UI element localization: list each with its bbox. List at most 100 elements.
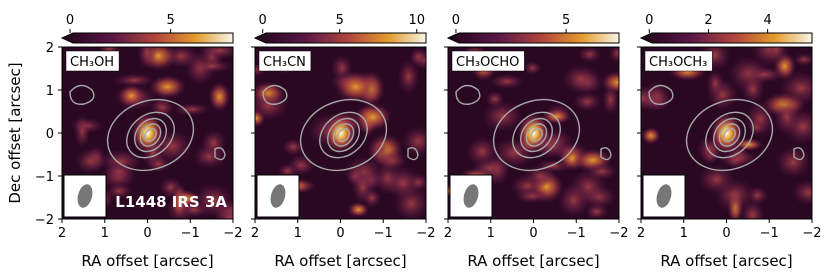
emission-blob [578,47,601,63]
contour [134,117,167,153]
emission-blob [75,148,106,174]
y-tick-label: 0 [46,127,54,142]
colorbar [446,32,620,44]
emission-blob [146,155,171,173]
colorbar-tick-label: 0 [259,13,267,28]
colorbar [60,32,234,44]
contour [648,84,805,161]
contour [685,98,774,172]
contour [512,111,561,159]
contour [139,123,162,147]
x-tick-label: −2 [609,226,628,241]
colorbar [639,32,813,44]
x-tick-label: 2 [58,226,66,241]
emission-blob [347,202,370,218]
emission-blob [602,84,619,115]
emission-blob [766,47,786,63]
colorbar-tick-label: 0 [66,13,74,28]
emission-blob [713,178,756,213]
colorbar-tick-label: 2 [704,13,712,28]
x-tick-label: 1 [294,226,302,241]
x-tick-label: −1 [760,226,779,241]
x-tick-label: 2 [637,226,645,241]
emission-blob [113,73,155,87]
emission-blob [137,47,157,70]
x-tick-label: −2 [802,226,821,241]
emission-blob [485,90,505,108]
contour [299,98,388,172]
emission-blob [585,162,618,181]
x-tick-label: 1 [487,226,495,241]
map [255,47,426,219]
contour [492,98,581,172]
emission-blob [281,138,305,156]
x-axis-label: RA offset [arcsec] [467,252,599,270]
emission-blob [557,182,591,218]
emission-blob [179,201,209,218]
source-label: L1448 IRS 3A [115,193,227,211]
x-tick-label: −1 [567,226,586,241]
emission-blob [773,99,800,135]
emission-blob [706,69,725,97]
emission-blob [402,125,426,157]
emission-blob [172,103,210,116]
colorbar-tick-label: 4 [763,13,771,28]
molecule-label: CH₃OCH₃ [649,55,707,70]
y-tick-label: 1 [46,84,54,99]
emission-blob [641,85,661,111]
beam [77,184,93,208]
emission-blob [192,59,232,74]
contour [337,127,350,143]
beam [463,184,479,208]
panel: CH₃OH L1448 IRS 3A 2 1 0 −1 −2 RA offset [arcse… [6,13,243,270]
emission-blob [118,84,145,107]
emission-blob [105,163,134,181]
y-axis-label: Dec offset [arcsec] [6,62,24,203]
y-tick-label: −2 [35,213,54,228]
emission-blob [608,47,619,64]
emission-blob [351,169,374,204]
colorbar-tick-label: 5 [562,13,570,28]
x-tick-label: 0 [722,226,730,241]
emission-blob [354,103,393,131]
x-tick-label: 0 [529,226,537,241]
contour [332,123,355,147]
y-tick-label: 2 [46,41,54,56]
emission-blob [748,119,765,135]
x-tick-label: 1 [101,226,109,241]
emission-blob [466,136,499,167]
contour [723,127,736,143]
emission-blob [208,81,231,112]
colorbar-tick-label: 5 [166,13,174,28]
contour [144,127,157,143]
x-tick-label: 0 [143,226,151,241]
y-tick-label: −1 [35,170,54,185]
emission-blob [200,129,227,157]
emission-blob [149,74,186,99]
emission-blob [213,201,233,219]
emission-blob [409,47,426,66]
panel: CH₃OCHO 2 1 0 −1 −2 RA offset [arcsec] 0 5 [444,13,629,270]
contour [705,111,754,159]
contour [718,123,741,147]
x-tick-label: −1 [374,226,393,241]
label-box [644,50,713,72]
emission-blob [791,179,812,206]
molecule-label: CH₃CN [263,55,306,70]
contour [713,117,746,153]
x-tick-label: −1 [181,226,200,241]
contour [327,117,360,153]
x-axis-label: RA offset [arcsec] [660,252,792,270]
x-tick-label: 2 [251,226,259,241]
label-box [65,50,120,72]
colorbar-tick-label: 0 [452,13,460,28]
contour [525,123,548,147]
molecule-label: CH₃OH [70,55,114,70]
x-tick-label: −2 [416,226,435,241]
contour [455,84,612,161]
panel: CH₃OCH₃ 2 1 0 −1 −2 RA offset [arcsec] 0 2 4 [637,13,822,270]
emission-blob [793,53,812,66]
emission-blob [384,166,422,200]
